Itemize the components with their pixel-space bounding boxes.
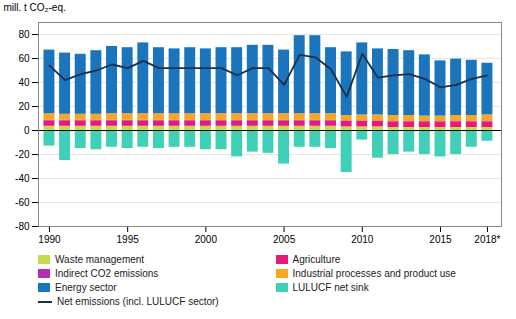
svg-text:mill. t CO₂-eq.: mill. t CO₂-eq. (4, 2, 66, 13)
svg-text:-20: -20 (15, 149, 30, 160)
svg-text:-80: -80 (15, 221, 30, 232)
svg-text:1995: 1995 (117, 234, 140, 245)
svg-text:-40: -40 (15, 173, 30, 184)
svg-text:2018*: 2018* (474, 234, 500, 245)
svg-text:60: 60 (18, 53, 30, 64)
html-text:Industrial processes and produ: Industrial processes and product use (292, 268, 456, 279)
svg-text:2000: 2000 (195, 234, 218, 245)
html-text:Waste management: Waste management (55, 254, 145, 265)
html-text:Net emissions (incl. LULUCF se: Net emissions (incl. LULUCF sector) (57, 296, 219, 307)
html-text:Agriculture: Agriculture (292, 254, 341, 265)
html-text:Indirect CO2 emissions: Indirect CO2 emissions (55, 268, 159, 279)
svg-text:40: 40 (18, 77, 30, 88)
svg-text:1990: 1990 (38, 234, 61, 245)
svg-text:-60: -60 (15, 197, 30, 208)
svg-text:2005: 2005 (273, 234, 296, 245)
svg-text:2010: 2010 (351, 234, 374, 245)
svg-text:80: 80 (18, 29, 30, 40)
html-text:Energy sector: Energy sector (55, 282, 117, 293)
svg-text:2015: 2015 (429, 234, 452, 245)
html-text:LULUCF net sink: LULUCF net sink (292, 282, 369, 293)
svg-text:0: 0 (24, 125, 30, 136)
svg-text:20: 20 (18, 101, 30, 112)
